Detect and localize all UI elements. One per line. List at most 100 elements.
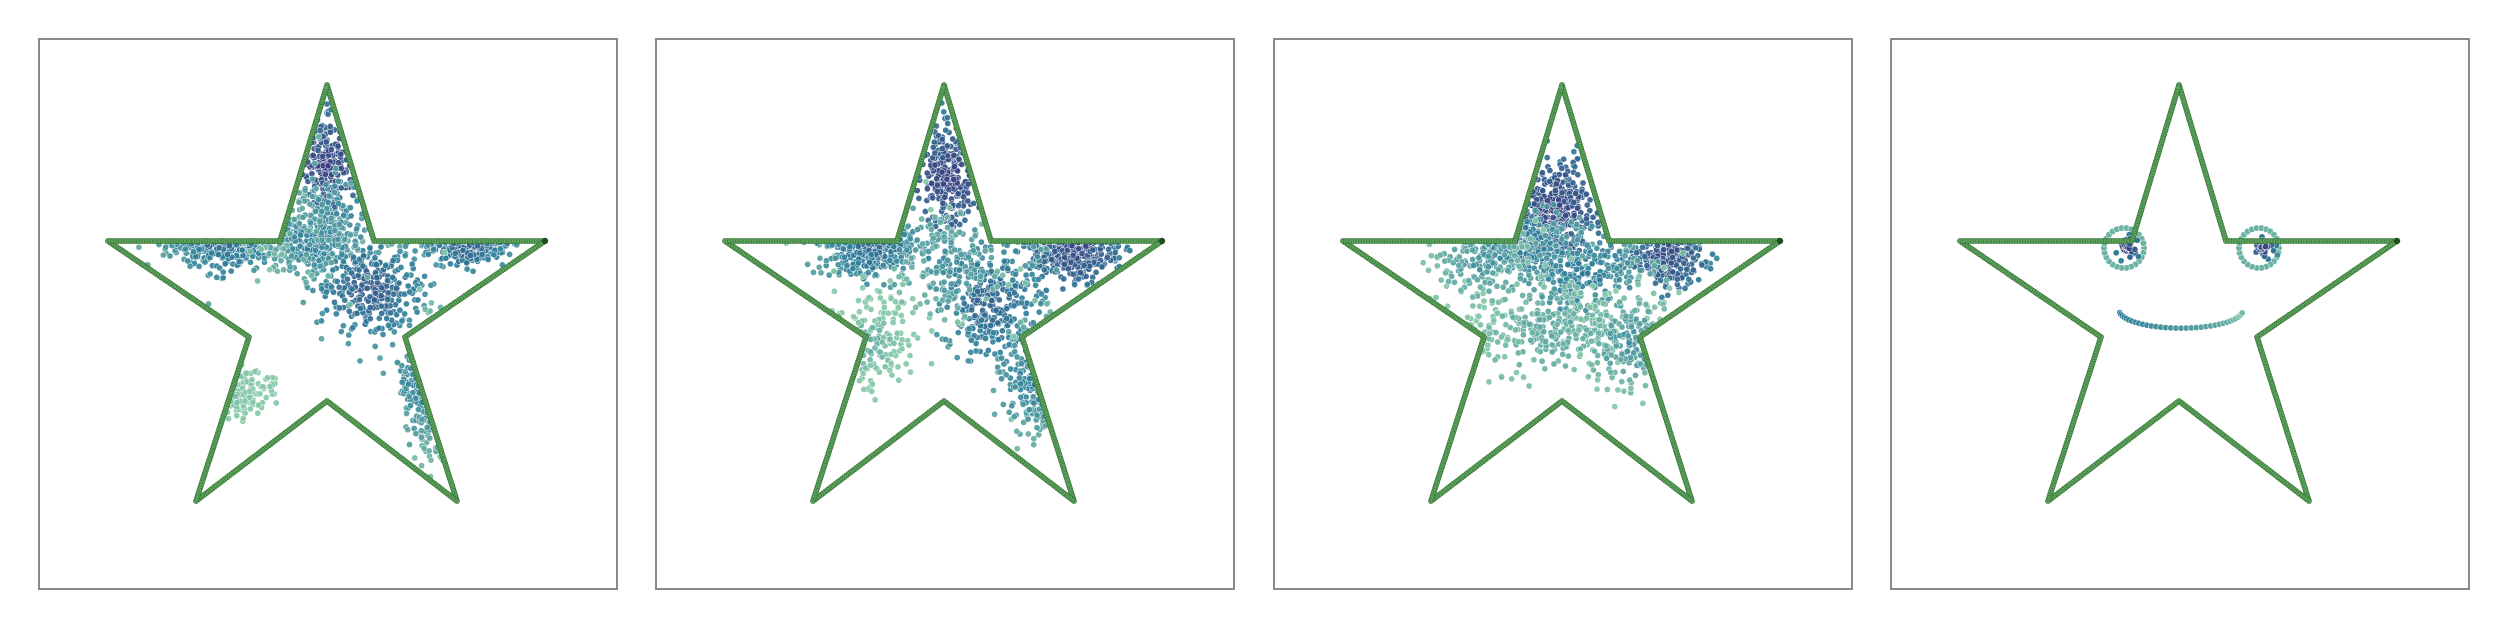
scatter-point: [1022, 393, 1030, 401]
scatter-point: [1037, 300, 1045, 308]
scatter-point: [347, 212, 355, 220]
scatter-point: [397, 264, 405, 271]
scatter-point: [946, 268, 954, 276]
scatter-point: [335, 159, 342, 167]
scatter-point: [1570, 148, 1578, 156]
scatter-point: [396, 248, 404, 255]
scatter-point: [898, 298, 906, 306]
scatter-point: [347, 204, 354, 212]
scatter-point: [340, 258, 347, 265]
scatter-point: [473, 256, 481, 263]
scatter-point: [951, 246, 959, 254]
scatter-point: [994, 319, 1002, 327]
scatter-point: [931, 149, 939, 157]
scatter-point: [957, 210, 964, 217]
scatter-point: [249, 398, 257, 406]
scatter-point: [1020, 323, 1028, 331]
scatter-point: [316, 218, 324, 225]
scatter-point: [1042, 287, 1050, 294]
scatter-point: [876, 368, 883, 376]
scatter-point: [876, 327, 883, 334]
scatter-point: [886, 257, 894, 264]
scatter-point: [182, 245, 190, 253]
scatter-point: [378, 302, 385, 310]
scatter-point: [944, 120, 952, 127]
scatter-point: [1060, 275, 1068, 283]
scatter-point: [340, 211, 348, 219]
scatter-point: [1024, 415, 1032, 423]
scatter-point: [1064, 265, 1072, 273]
scatter-point: [1071, 281, 1078, 289]
scatter-point: [423, 423, 431, 431]
scatter-point: [872, 271, 880, 279]
scatter-point: [881, 363, 889, 371]
scatter-point: [960, 193, 967, 201]
scatter-point: [1003, 315, 1011, 322]
scatter-point: [954, 190, 962, 198]
scatter-point: [318, 236, 326, 244]
scatter-point: [1013, 445, 1021, 452]
scatter-point: [469, 267, 477, 275]
scatter-point: [280, 266, 287, 274]
scatter-point: [988, 254, 995, 262]
scatter-point: [926, 310, 934, 318]
scatter-point: [332, 165, 340, 172]
scatter-point: [233, 399, 241, 407]
panel-2-plot: [722, 82, 1166, 504]
scatter-point: [989, 338, 997, 346]
scatter-point: [1033, 424, 1041, 431]
scatter-point: [1075, 275, 1082, 283]
scatter-point: [328, 146, 335, 154]
scatter-point: [396, 306, 404, 314]
scatter-point: [978, 316, 985, 324]
scatter-point: [945, 186, 953, 193]
scatter-point: [346, 221, 354, 229]
scatter-point: [288, 252, 295, 260]
scatter-point: [932, 242, 940, 250]
scatter-point: [1007, 365, 1014, 373]
scatter-point: [311, 246, 319, 254]
scatter-point: [1022, 271, 1030, 279]
scatter-point: [999, 271, 1007, 279]
scatter-point: [363, 284, 371, 292]
scatter-point: [225, 415, 232, 423]
scatter-point: [928, 327, 936, 335]
scatter-point: [1084, 281, 1091, 288]
scatter-point: [855, 297, 862, 304]
scatter-point: [1011, 383, 1019, 391]
scatter-point: [1077, 269, 1084, 276]
scatter-point: [371, 254, 379, 262]
scatter-point: [382, 262, 389, 269]
scatter-point: [246, 388, 254, 395]
scatter-point: [350, 253, 357, 261]
scatter-point: [331, 189, 338, 196]
scatter-point: [238, 246, 246, 254]
scatter-point: [942, 336, 949, 343]
scatter-point: [944, 214, 951, 221]
scatter-point: [135, 243, 143, 251]
scatter-point: [1029, 262, 1036, 269]
scatter-point: [336, 221, 343, 228]
scatter-point: [309, 151, 317, 159]
scatter-point: [1069, 252, 1077, 259]
scatter-point: [912, 304, 920, 311]
scatter-point: [364, 274, 371, 281]
scatter-point: [442, 254, 450, 262]
scatter-point: [373, 274, 381, 281]
scatter-point: [1000, 257, 1008, 265]
scatter-point: [375, 324, 383, 332]
scatter-point: [999, 327, 1006, 335]
scatter-point: [923, 298, 931, 306]
panel-3-plot: [1340, 82, 1784, 504]
scatter-point: [856, 377, 863, 385]
scatter-point: [278, 250, 286, 258]
scatter-point: [978, 238, 985, 246]
scatter-point: [159, 251, 167, 259]
scatter-point: [254, 277, 261, 285]
scatter-point: [331, 227, 339, 234]
scatter-point: [484, 256, 492, 263]
scatter-point: [1000, 248, 1008, 256]
scatter-point: [417, 427, 425, 435]
scatter-point: [459, 246, 467, 254]
scatter-point: [948, 228, 955, 235]
